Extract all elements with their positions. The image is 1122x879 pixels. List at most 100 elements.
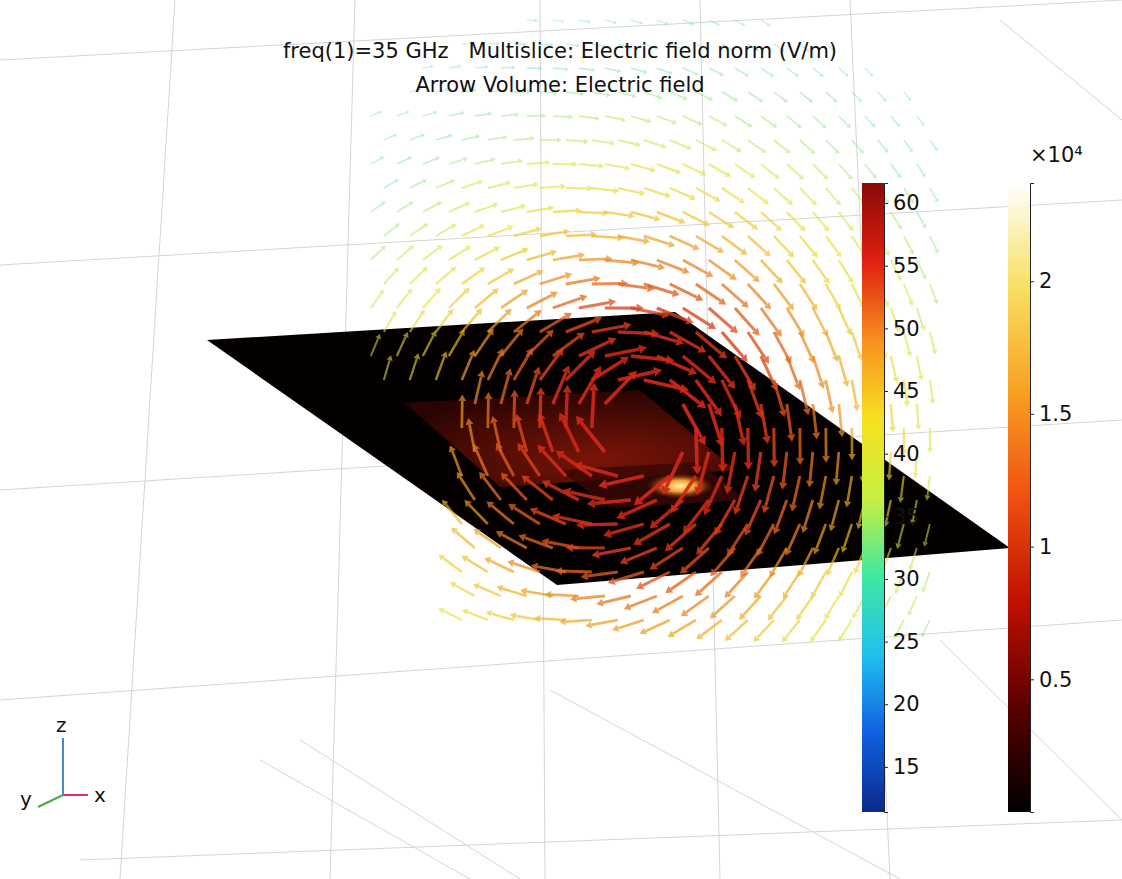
field-arrow xyxy=(921,620,930,638)
arrow-head xyxy=(562,366,570,375)
field-arrow xyxy=(514,182,539,188)
arrow-shaft xyxy=(475,377,481,404)
arrow-head xyxy=(707,375,716,384)
arrow-shaft xyxy=(766,476,774,506)
arrow-head xyxy=(473,444,480,452)
field-arrow xyxy=(657,20,669,25)
arrow-head xyxy=(387,355,393,361)
arrow-head xyxy=(779,482,787,490)
arrow-shaft xyxy=(891,356,896,378)
arrow-shaft xyxy=(579,20,588,22)
arrow-shaft xyxy=(631,164,651,170)
arrow-head xyxy=(548,205,554,212)
field-arrow xyxy=(475,65,489,69)
arrow-shaft xyxy=(848,476,852,501)
arrow-head xyxy=(598,479,607,489)
arrow-head xyxy=(530,136,535,141)
field-arrow xyxy=(488,309,512,332)
arrow-head xyxy=(610,140,615,146)
field-arrow xyxy=(652,596,683,613)
arrow-head xyxy=(542,113,546,118)
arrow-head xyxy=(692,244,699,251)
tick-mark xyxy=(1030,547,1034,548)
arrow-shaft xyxy=(774,92,785,100)
arrow-head xyxy=(770,383,778,391)
field-arrow xyxy=(826,332,839,362)
arrow-shaft xyxy=(627,548,657,560)
arrow-head xyxy=(613,20,617,24)
field-arrow xyxy=(917,356,924,381)
arrow-shaft xyxy=(839,260,850,279)
field-arrow xyxy=(384,179,399,188)
arrow-head xyxy=(552,513,560,522)
field-arrow xyxy=(774,140,791,154)
arrow-head xyxy=(561,183,567,189)
triad-label: x xyxy=(94,783,106,807)
arrow-shaft xyxy=(865,164,874,176)
field-arrow xyxy=(680,548,709,574)
arrow-head xyxy=(898,497,904,503)
field-arrow xyxy=(473,583,501,596)
arrow-shaft xyxy=(566,279,594,284)
arrow-shaft xyxy=(771,596,786,616)
arrow-shaft xyxy=(852,140,861,150)
colorbar-fill xyxy=(1008,183,1030,812)
arrow-head xyxy=(435,288,441,294)
arrow-shaft xyxy=(810,452,813,481)
arrow-head xyxy=(496,531,504,538)
arrow-shaft xyxy=(709,260,732,276)
field-arrow xyxy=(553,114,573,119)
tick-mark xyxy=(1030,281,1034,282)
arrow-head xyxy=(841,546,848,553)
arrow-head xyxy=(461,111,465,115)
field-arrow xyxy=(410,267,428,284)
arrow-shaft xyxy=(709,68,721,74)
arrow-head xyxy=(621,117,626,122)
field-arrow xyxy=(553,333,585,356)
arrow-head xyxy=(559,618,565,625)
field-arrow xyxy=(576,520,618,529)
field-arrow xyxy=(527,113,547,118)
arrow-shaft xyxy=(718,500,734,529)
arrow-head xyxy=(742,23,746,26)
arrow-shaft xyxy=(462,182,479,188)
arrow-shaft xyxy=(800,188,814,202)
arrow-shaft xyxy=(475,66,485,68)
arrow-shaft xyxy=(410,136,421,140)
arrow-shaft xyxy=(839,164,850,176)
field-arrow xyxy=(475,328,494,356)
arrow-shaft xyxy=(824,428,827,456)
arrow-head xyxy=(785,149,790,154)
arrow-shaft xyxy=(696,188,716,199)
field-arrow xyxy=(585,620,618,629)
tick: 1 xyxy=(1030,535,1052,559)
arrow-head xyxy=(718,464,728,472)
arrow-shaft xyxy=(611,524,644,533)
arrow-head xyxy=(733,97,738,101)
arrow-shaft xyxy=(821,476,826,503)
field-arrow xyxy=(657,116,677,125)
tick-label: 2 xyxy=(1039,269,1052,293)
triad-axis xyxy=(62,738,64,795)
field-arrow xyxy=(813,68,824,77)
arrow-shaft xyxy=(787,68,796,75)
arrow-head xyxy=(697,345,706,353)
arrow-head xyxy=(596,599,603,607)
field-arrow xyxy=(709,68,724,76)
field-arrow xyxy=(423,330,437,356)
arrow-head xyxy=(510,390,519,397)
arrow-head xyxy=(462,609,468,615)
arrow-shaft xyxy=(527,67,539,69)
arrow-shaft xyxy=(475,114,488,116)
field-arrow xyxy=(865,68,873,76)
arrow-shaft xyxy=(631,68,644,72)
arrow-head xyxy=(754,591,761,598)
tick-label: 60 xyxy=(893,191,920,215)
arrow-shaft xyxy=(581,422,605,452)
field-arrow xyxy=(696,140,717,151)
arrow-shaft xyxy=(397,204,410,212)
tick: 40 xyxy=(884,442,920,466)
arrow-head xyxy=(507,268,514,274)
field-arrow xyxy=(779,452,787,490)
arrow-head xyxy=(537,413,546,422)
